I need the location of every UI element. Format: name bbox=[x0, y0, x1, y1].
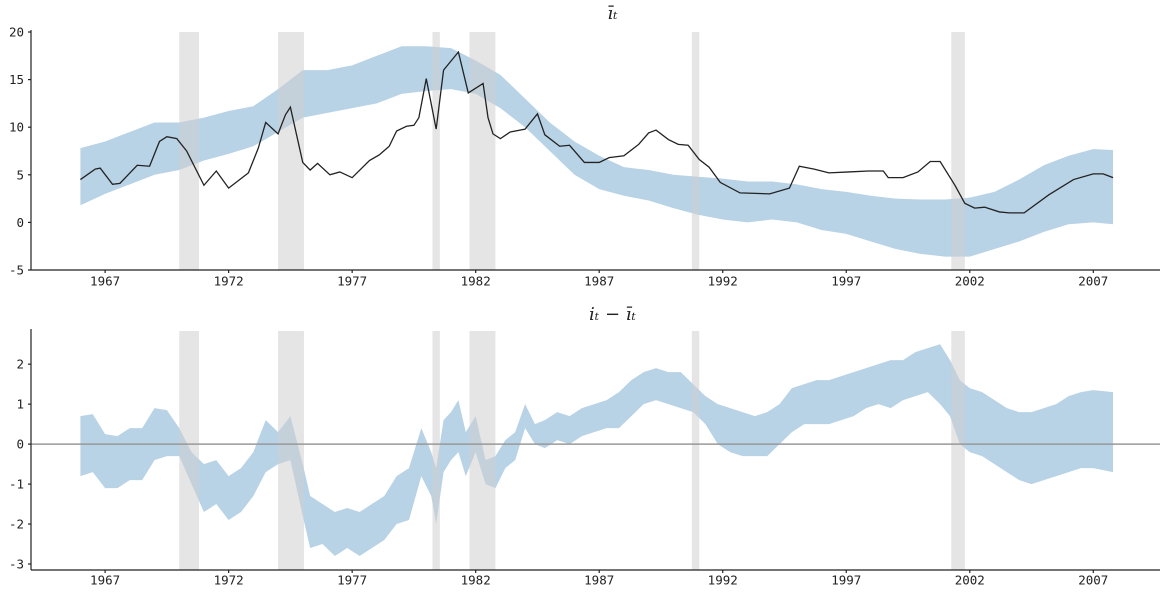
shaded-span bbox=[432, 331, 440, 570]
x-tick-label: 1977 bbox=[337, 573, 367, 588]
x-tick-label: 1982 bbox=[461, 573, 491, 588]
x-tick-label: 1972 bbox=[214, 573, 244, 588]
shaded-span bbox=[951, 331, 965, 570]
x-tick-label: 2007 bbox=[1078, 573, 1108, 588]
y-tick-label: 1 bbox=[16, 397, 24, 412]
y-tick-label: 10 bbox=[9, 120, 24, 135]
chart-title: iₜ − īₜ bbox=[589, 304, 636, 325]
x-tick-label: 1977 bbox=[337, 274, 367, 289]
y-tick-label: -1 bbox=[9, 477, 24, 492]
chart-title: īₜ bbox=[607, 3, 618, 24]
shaded-span bbox=[469, 331, 496, 570]
x-tick-label: 1967 bbox=[90, 573, 120, 588]
y-tick-label: -2 bbox=[9, 517, 24, 532]
shaded-span bbox=[432, 32, 440, 270]
shaded-span bbox=[469, 32, 496, 270]
x-tick-label: 1997 bbox=[831, 274, 861, 289]
y-tick-label: 15 bbox=[9, 72, 24, 87]
x-tick-label: 2002 bbox=[955, 274, 985, 289]
confidence-band bbox=[80, 46, 1114, 257]
confidence-band bbox=[80, 344, 1114, 557]
y-tick-label: -3 bbox=[9, 557, 24, 572]
shaded-span bbox=[951, 32, 965, 270]
x-tick-label: 1972 bbox=[214, 274, 244, 289]
y-tick-label: -5 bbox=[9, 263, 24, 278]
x-tick-label: 2002 bbox=[955, 573, 985, 588]
x-tick-label: 1987 bbox=[584, 274, 614, 289]
shaded-span bbox=[691, 331, 700, 570]
y-tick-label: 0 bbox=[16, 437, 24, 452]
x-tick-label: 2007 bbox=[1078, 274, 1108, 289]
x-tick-label: 1987 bbox=[584, 573, 614, 588]
x-tick-label: 1992 bbox=[708, 573, 738, 588]
shaded-span bbox=[691, 32, 700, 270]
shaded-span bbox=[179, 32, 199, 270]
x-tick-label: 1997 bbox=[831, 573, 861, 588]
x-tick-label: 1992 bbox=[708, 274, 738, 289]
shaded-span bbox=[179, 331, 199, 570]
x-tick-label: 1967 bbox=[90, 274, 120, 289]
x-tick-label: 1982 bbox=[461, 274, 491, 289]
shaded-span bbox=[278, 331, 304, 570]
y-tick-label: 0 bbox=[16, 215, 24, 230]
data-line bbox=[80, 50, 1114, 214]
y-tick-label: 20 bbox=[9, 25, 24, 40]
y-tick-label: 5 bbox=[16, 167, 24, 182]
y-tick-label: 2 bbox=[16, 357, 24, 372]
